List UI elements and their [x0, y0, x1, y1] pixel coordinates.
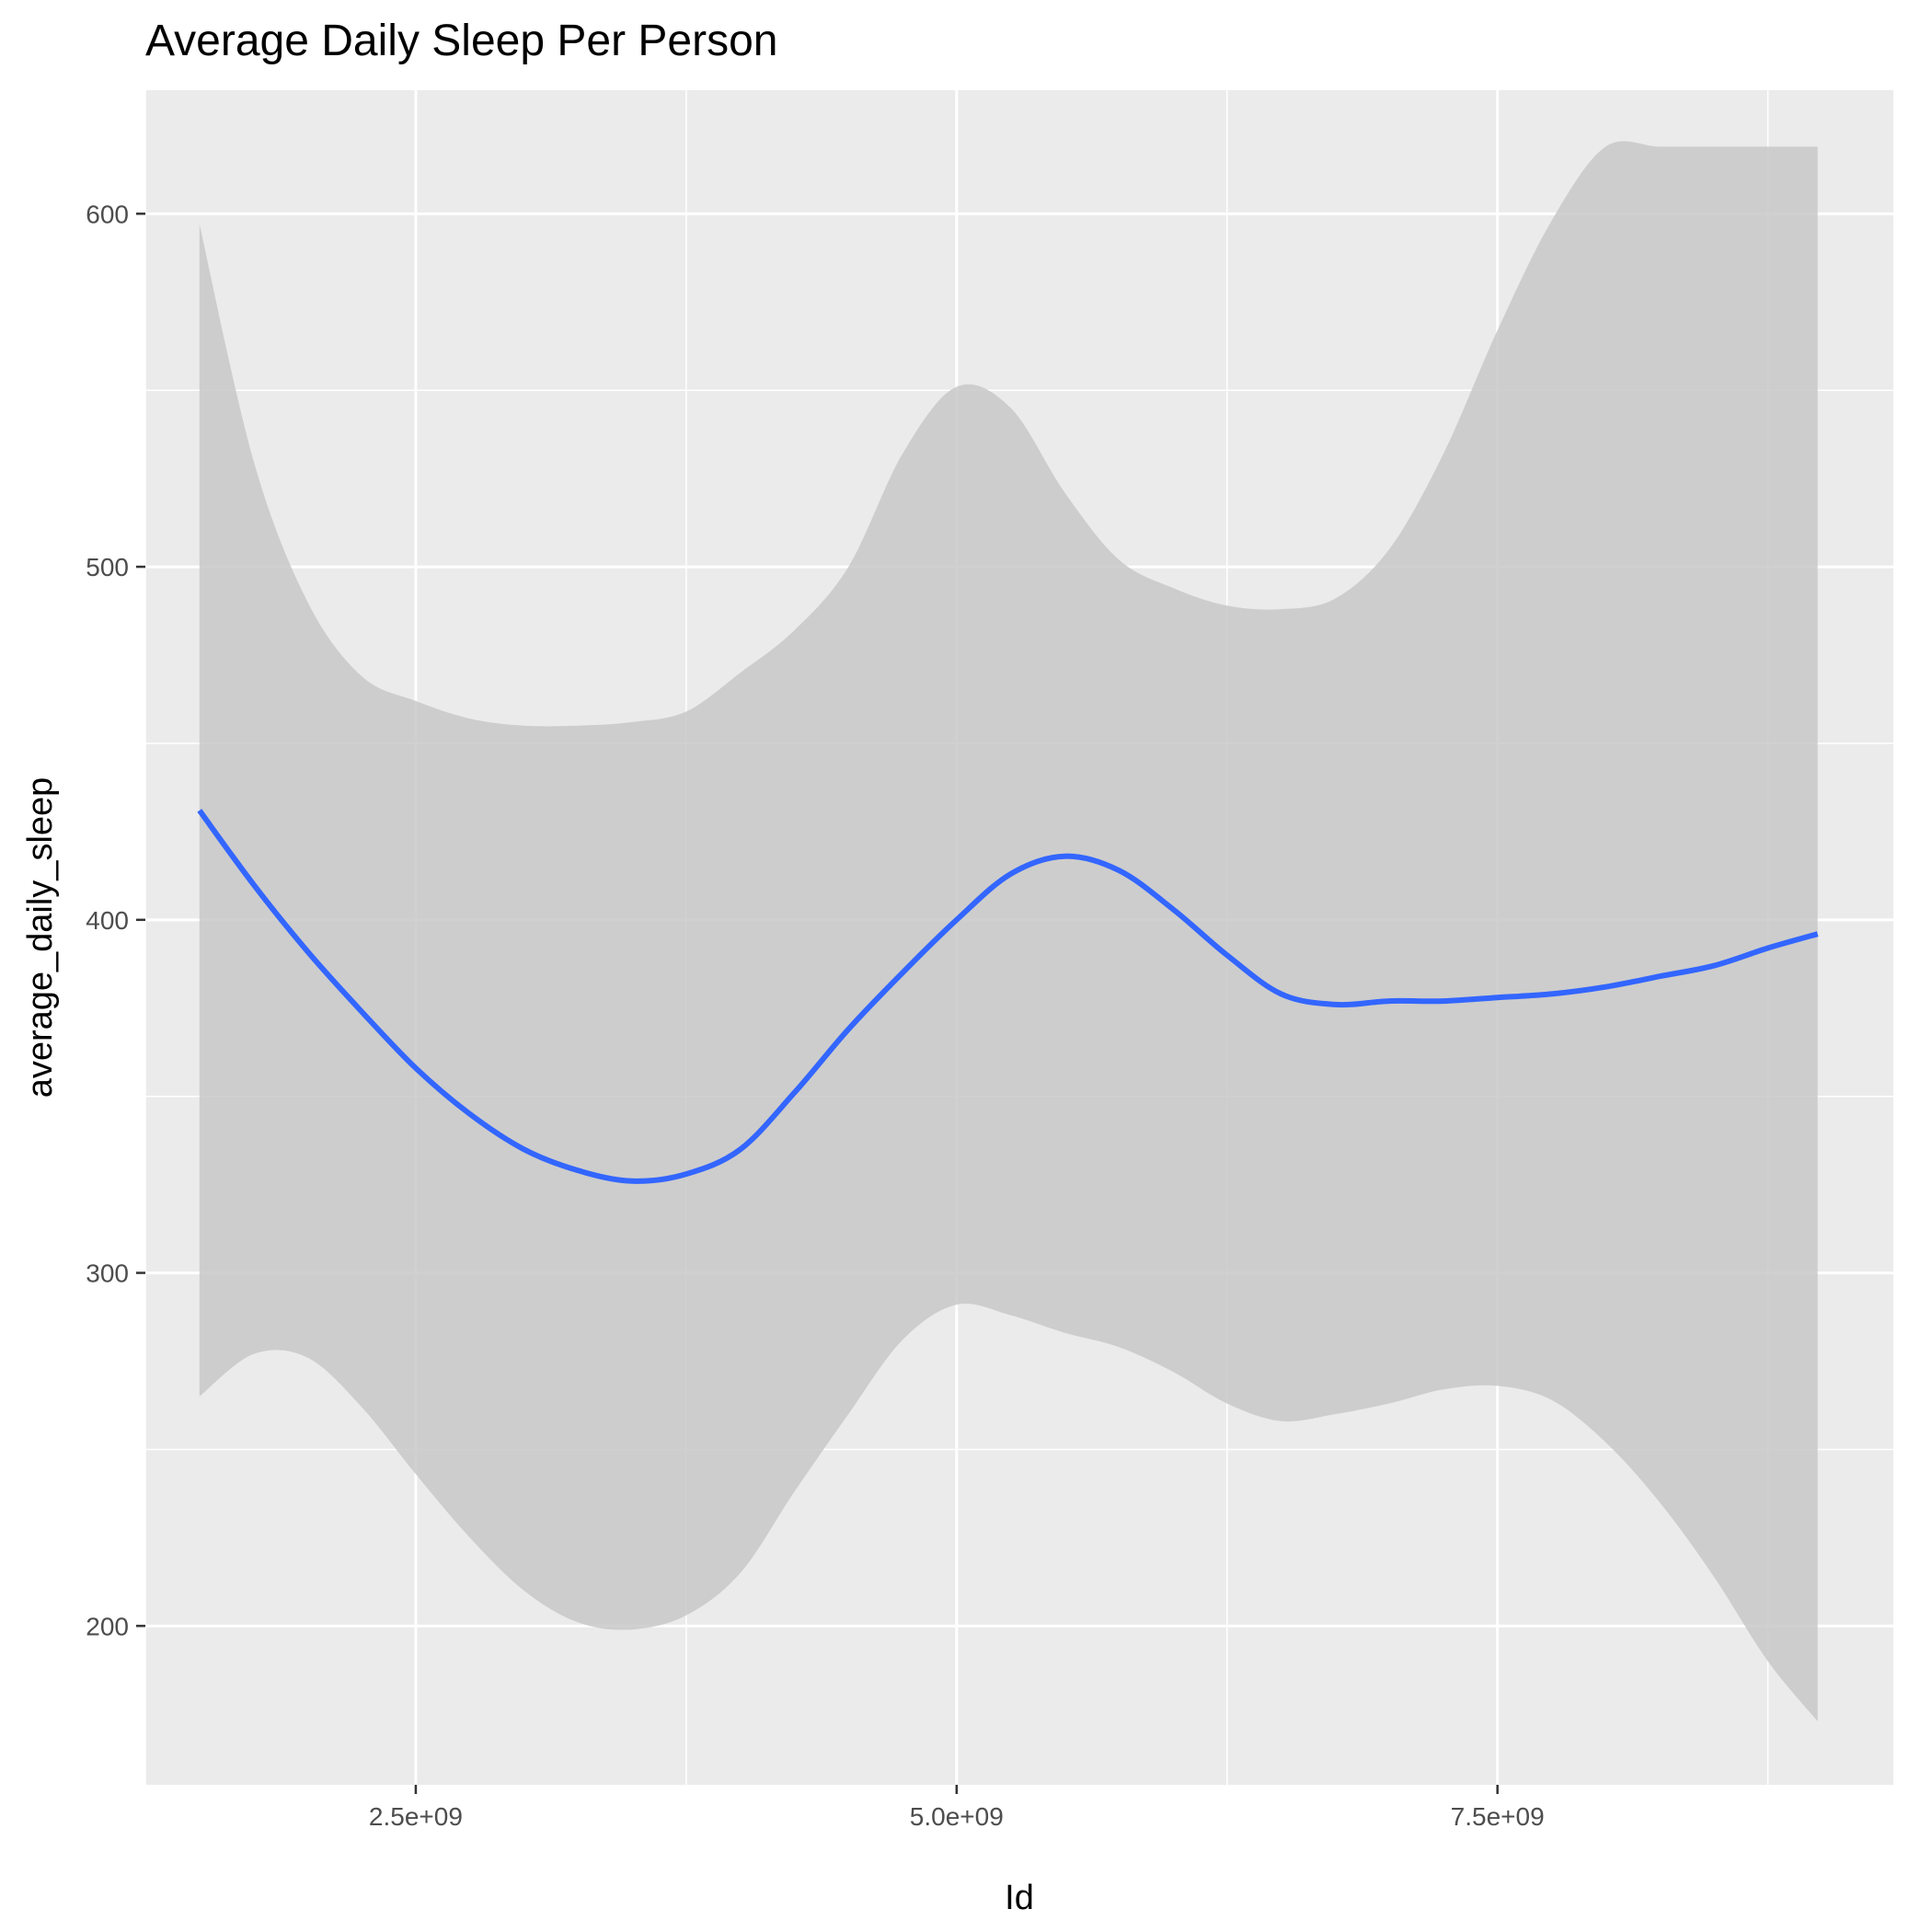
y-tick-label: 600 [86, 200, 129, 228]
y-tick-label: 200 [86, 1612, 129, 1640]
smooth-line-layer [197, 809, 1819, 1184]
x-tick-label: 5.0e+09 [910, 1802, 1004, 1831]
x-tick-label: 7.5e+09 [1451, 1802, 1545, 1831]
confidence-ribbon-layer [199, 141, 1818, 1721]
y-axis-title: average_daily_sleep [21, 777, 60, 1098]
confidence-ribbon [199, 141, 1818, 1721]
x-tick-label: 2.5e+09 [369, 1802, 463, 1831]
y-tick-label: 500 [86, 553, 129, 581]
x-axis-title: Id [1005, 1879, 1034, 1917]
smooth-line [197, 809, 1819, 1184]
y-tick-label: 400 [86, 906, 129, 935]
y-axis: 200 300 400 500 600 [86, 200, 145, 1640]
chart-title: Average Daily Sleep Per Person [145, 17, 778, 65]
y-tick-label: 300 [86, 1259, 129, 1288]
x-axis: 2.5e+09 5.0e+09 7.5e+09 [369, 1785, 1545, 1831]
